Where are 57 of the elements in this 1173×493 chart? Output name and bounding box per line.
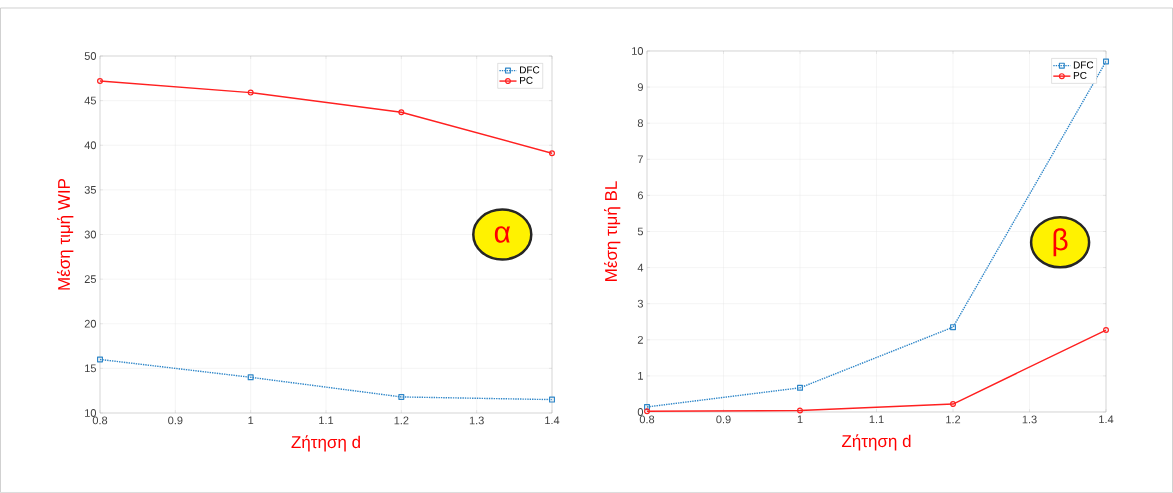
y-tick-label: 7 <box>637 155 643 164</box>
point <box>950 324 957 331</box>
y-tick-label: 9 <box>637 83 643 91</box>
x-tick-label: 1.4 <box>545 416 560 425</box>
x-tick-label: 0.9 <box>716 415 731 424</box>
point <box>549 396 555 403</box>
point <box>398 393 405 400</box>
x-tick-label: 1 <box>797 415 803 424</box>
y-axis-title: Μέση τιμή BL <box>604 181 621 281</box>
x-tick-label: 1.1 <box>319 416 334 425</box>
y-tick-label: 2 <box>637 335 643 344</box>
x-tick-label: 1.3 <box>469 416 484 425</box>
point <box>398 109 405 116</box>
x-tick-label: 1.3 <box>1022 415 1037 424</box>
y-tick-label: 25 <box>84 275 96 284</box>
y-tick-label: 50 <box>84 52 97 60</box>
point <box>950 401 957 408</box>
x-tick-label: 0.8 <box>639 415 655 424</box>
legend-label: DFC <box>520 66 540 74</box>
point <box>797 407 804 414</box>
legend-label: PC <box>520 76 533 84</box>
y-tick-label: 30 <box>84 230 97 239</box>
legend-label: PC <box>1073 71 1087 79</box>
y-tick-label: 6 <box>637 191 643 200</box>
point <box>644 403 651 410</box>
y-tick-label: 1 <box>638 372 643 380</box>
annotation: α <box>494 226 511 243</box>
y-axis-title: Μέση τιμή WIP <box>57 178 74 290</box>
point <box>247 374 254 381</box>
y-tick-label: 45 <box>84 96 96 105</box>
y-tick-label: 0 <box>637 408 644 416</box>
point <box>1103 58 1110 65</box>
y-tick-label: 4 <box>637 263 644 272</box>
x-axis-title: Ζήτηση d <box>291 435 360 452</box>
x-tick-label: 1 <box>248 416 254 425</box>
x-tick-label: 1.2 <box>394 416 409 425</box>
annotation: β <box>1053 228 1068 257</box>
x-tick-label: 0.9 <box>168 416 183 425</box>
line-series <box>97 356 555 403</box>
point <box>247 89 254 96</box>
point <box>97 356 103 363</box>
y-tick-label: 40 <box>84 141 97 150</box>
point <box>797 384 804 391</box>
x-tick-label: 1.4 <box>1099 415 1114 424</box>
x-axis-title: Ζήτηση d <box>841 434 911 451</box>
y-tick-label: 3 <box>637 299 643 308</box>
y-tick-label: 5 <box>637 227 643 236</box>
x-tick-label: 0.8 <box>92 416 108 425</box>
y-tick-label: 8 <box>637 119 643 128</box>
x-tick-label: 1.1 <box>869 415 884 424</box>
legend-label: DFC <box>1073 61 1094 69</box>
y-tick-label: 10 <box>85 409 97 417</box>
y-tick-label: 10 <box>632 47 644 55</box>
y-tick-label: 20 <box>84 319 97 328</box>
y-tick-label: 35 <box>84 185 96 194</box>
x-tick-label: 1.2 <box>946 415 961 424</box>
y-tick-label: 15 <box>85 364 96 373</box>
